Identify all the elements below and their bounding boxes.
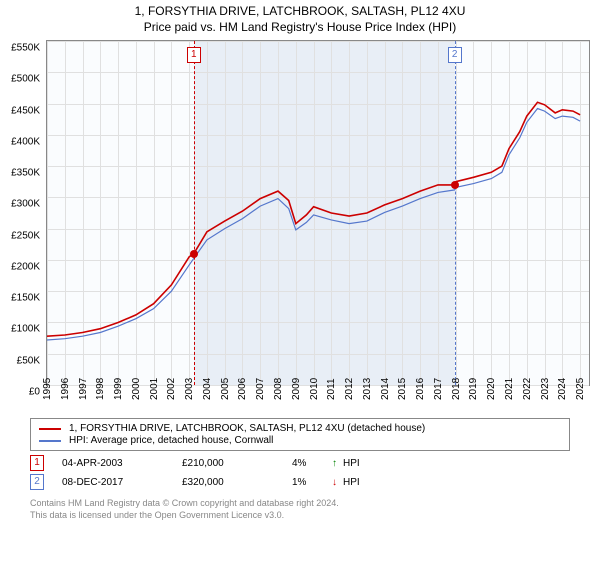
transactions-table: 104-APR-2003£210,0004%↑HPI 208-DEC-2017£3… xyxy=(30,455,570,490)
chart-subtitle: Price paid vs. HM Land Registry's House … xyxy=(0,20,600,34)
legend-row: HPI: Average price, detached house, Corn… xyxy=(39,435,561,446)
chart-title: 1, FORSYTHIA DRIVE, LATCHBROOK, SALTASH,… xyxy=(0,4,600,18)
plot-region: 12 xyxy=(46,40,590,386)
transaction-row: 208-DEC-2017£320,0001%↓HPI xyxy=(30,474,570,490)
credits-line-1: Contains HM Land Registry data © Crown c… xyxy=(30,498,570,510)
series-lines xyxy=(47,41,589,385)
chart-area: 12 1995199619971998199920002001200220032… xyxy=(46,40,588,412)
legend: 1, FORSYTHIA DRIVE, LATCHBROOK, SALTASH,… xyxy=(30,418,570,451)
x-axis-labels: 1995199619971998199920002001200220032004… xyxy=(46,384,588,412)
event-marker-1: 1 xyxy=(187,47,201,63)
legend-row: 1, FORSYTHIA DRIVE, LATCHBROOK, SALTASH,… xyxy=(39,423,561,434)
y-axis-labels: £0£50K£100K£150K£200K£250K£300K£350K£400… xyxy=(0,48,44,392)
transaction-row: 104-APR-2003£210,0004%↑HPI xyxy=(30,455,570,471)
credits: Contains HM Land Registry data © Crown c… xyxy=(30,498,570,521)
event-marker-2: 2 xyxy=(448,47,462,63)
credits-line-2: This data is licensed under the Open Gov… xyxy=(30,510,570,522)
